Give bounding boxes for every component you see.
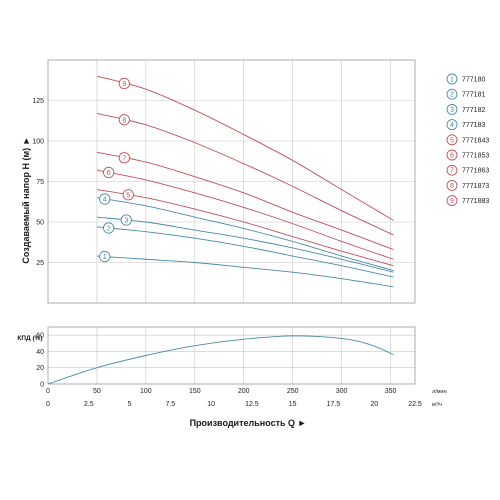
curve-marker-7 — [118, 152, 130, 164]
curve-marker-4 — [99, 193, 111, 205]
head-curve-8 — [96, 113, 394, 236]
x-tick-label-secondary: 7.5 — [165, 401, 175, 408]
curve-marker-label: 9 — [122, 81, 126, 88]
efficiency-y-tick-label: 40 — [36, 349, 44, 356]
x-tick-label-secondary: 17.5 — [327, 401, 341, 408]
head-curves — [96, 75, 394, 288]
curve-marker-label: 2 — [107, 226, 111, 233]
y-tick-label: 125 — [32, 98, 44, 105]
curve-marker-1 — [99, 250, 111, 263]
head-curve-5 — [96, 189, 394, 267]
curve-marker-5 — [122, 189, 134, 201]
head-curve-3 — [96, 216, 394, 273]
legend-label: 7771873 — [462, 183, 489, 190]
curve-markers: 1 2 3 4 5 6 7 8 9 — [99, 77, 134, 263]
legend-marker-label: 9 — [450, 198, 454, 205]
y-axis-title: Создаваемый напор H (м) ► — [21, 136, 31, 263]
legend-marker-label: 3 — [450, 107, 454, 114]
efficiency-y-tick-label: 20 — [36, 365, 44, 372]
legend-marker-label: 8 — [450, 183, 454, 190]
y-tick-label: 25 — [36, 260, 44, 267]
x-tick-label: 250 — [287, 388, 299, 395]
head-curve-7 — [96, 151, 394, 250]
efficiency-chart-frame — [47, 326, 416, 385]
y-tick-label: 50 — [36, 220, 44, 227]
x-tick-label-secondary: 5 — [128, 401, 132, 408]
legend-marker-6 — [446, 149, 458, 161]
x-tick-label-secondary: 15 — [289, 401, 297, 408]
legend-marker-1 — [446, 73, 458, 85]
legend-label: 777183 — [462, 122, 485, 129]
head-chart-grid — [48, 60, 415, 303]
x-tick-label-secondary: 22.5 — [408, 401, 422, 408]
efficiency-axis-title: КПД (%) — [17, 335, 42, 342]
legend-marker-label: 1 — [450, 77, 454, 84]
y-tick-label: 75 — [36, 179, 44, 186]
x-tick-label: 350 — [385, 388, 397, 395]
head-chart-frame — [47, 59, 416, 304]
legend-marker-label: 6 — [450, 153, 454, 160]
x-tick-label-secondary: 10 — [207, 401, 215, 408]
curve-marker-8 — [118, 114, 130, 126]
legend-marker-label: 7 — [450, 168, 454, 175]
x-unit-primary: л/мин — [432, 389, 447, 395]
legend-label: 7771863 — [462, 168, 489, 175]
legend-marker-label: 5 — [450, 137, 454, 144]
head-curve-6 — [96, 169, 394, 260]
legend-label: 777180 — [462, 77, 485, 84]
efficiency-chart-grid — [48, 327, 415, 384]
head-curve-4 — [96, 197, 394, 272]
legend-marker-7 — [446, 164, 458, 176]
curve-marker-label: 7 — [122, 155, 126, 162]
curve-marker-label: 5 — [126, 192, 130, 199]
x-tick-label: 0 — [46, 388, 50, 395]
legend-marker-label: 4 — [450, 122, 454, 129]
legend-marker-9 — [446, 195, 458, 207]
x-tick-label-secondary: 0 — [46, 401, 50, 408]
x-tick-label-secondary: 2.5 — [84, 401, 94, 408]
x-tick-label: 150 — [189, 388, 201, 395]
x-tick-label: 200 — [238, 388, 250, 395]
legend-label: 7771883 — [462, 198, 489, 205]
curve-marker-3 — [120, 214, 132, 226]
curve-marker-label: 6 — [107, 170, 111, 177]
legend-marker-3 — [446, 103, 458, 115]
head-curve-1 — [96, 255, 394, 288]
legend-marker-8 — [446, 179, 458, 191]
curve-marker-label: 3 — [124, 218, 128, 225]
legend-label: 7771843 — [462, 137, 489, 144]
legend-label: 777181 — [462, 92, 485, 99]
curve-marker-6 — [103, 166, 115, 179]
curve-marker-9 — [118, 77, 130, 90]
y-tick-label: 100 — [32, 139, 44, 146]
legend-marker-5 — [446, 134, 458, 146]
chart-frames — [47, 59, 416, 385]
efficiency-y-tick-label: 0 — [40, 382, 44, 389]
curve-marker-label: 1 — [103, 254, 107, 261]
x-tick-label: 100 — [140, 388, 152, 395]
x-unit-secondary: м³/ч — [432, 402, 442, 408]
legend-marker-2 — [446, 88, 458, 100]
x-axis-title: Производительность Q ► — [190, 418, 307, 428]
head-curve-9 — [96, 75, 394, 221]
legend-label: 777182 — [462, 107, 485, 114]
x-tick-label: 300 — [336, 388, 348, 395]
head-curve-2 — [96, 226, 394, 278]
legend-marker-4 — [446, 119, 458, 131]
curve-marker-label: 4 — [103, 196, 107, 203]
efficiency-curves — [47, 335, 394, 385]
efficiency-curve — [47, 335, 394, 385]
curve-marker-label: 8 — [122, 117, 126, 124]
x-tick-label-secondary: 12.5 — [245, 401, 259, 408]
x-tick-label-secondary: 20 — [370, 401, 378, 408]
legend-label: 7771853 — [462, 153, 489, 160]
efficiency-y-tick-label: 60 — [36, 333, 44, 340]
curve-marker-2 — [103, 222, 115, 234]
x-tick-label: 50 — [93, 388, 101, 395]
legend-marker-label: 2 — [450, 92, 454, 99]
